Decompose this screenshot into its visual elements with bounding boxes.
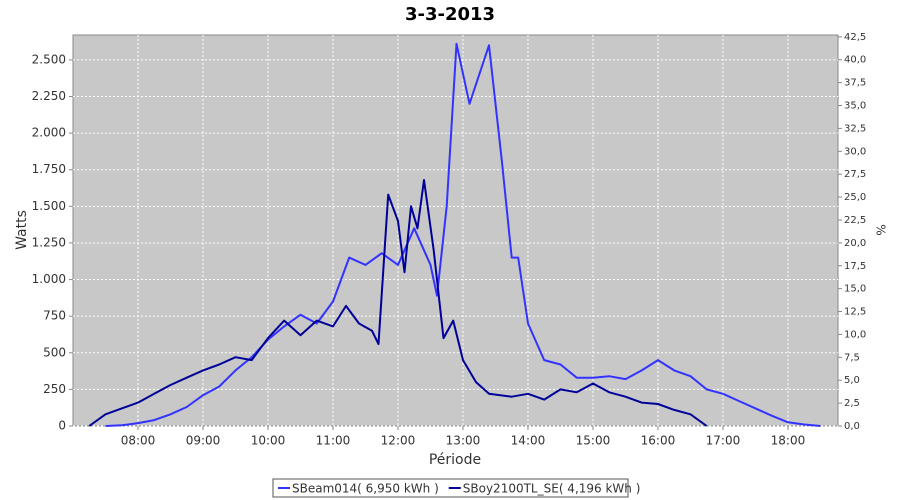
- y2-tick-label: 10,0: [844, 329, 866, 340]
- y-tick-label: 500: [43, 345, 66, 359]
- y-tick-label: 1.500: [32, 199, 66, 213]
- y2-tick-label: 30,0: [844, 146, 866, 157]
- y2-tick-label: 22,5: [844, 215, 866, 226]
- y2-tick-label: 12,5: [844, 307, 866, 318]
- x-tick-label: 16:00: [641, 434, 676, 448]
- y-tick-label: 1.250: [32, 235, 66, 249]
- y2-tick-label: 15,0: [844, 284, 866, 295]
- x-tick-label: 09:00: [186, 434, 221, 448]
- y-tick-label: 1.000: [32, 272, 66, 286]
- x-tick-label: 14:00: [511, 434, 546, 448]
- y-tick-label: 750: [43, 309, 66, 323]
- y2-tick-label: 20,0: [844, 238, 866, 249]
- x-axis-label: Période: [429, 452, 481, 468]
- y2-tick-label: 2,5: [844, 398, 860, 409]
- legend-label: SBeam014( 6,950 kWh ): [292, 482, 439, 496]
- x-tick-label: 12:00: [381, 434, 416, 448]
- y2-tick-label: 17,5: [844, 261, 866, 272]
- y2-tick-label: 25,0: [844, 192, 866, 203]
- x-tick-label: 10:00: [251, 434, 286, 448]
- y-axis-label: Watts: [14, 210, 30, 250]
- y2-tick-label: 32,5: [844, 123, 866, 134]
- series-line: [105, 42, 821, 427]
- plot-area: [72, 34, 839, 427]
- y-tick-label: 2.500: [32, 52, 66, 66]
- x-tick-label: 13:00: [446, 434, 481, 448]
- y2-tick-label: 5,0: [844, 375, 860, 386]
- x-tick-label: 18:00: [771, 434, 806, 448]
- legend-label: SBoy2100TL_SE( 4,196 kWh ): [463, 482, 641, 496]
- y2-tick-label: 7,5: [844, 352, 860, 363]
- x-tick-label: 15:00: [576, 434, 611, 448]
- y2-tick-label: 0,0: [844, 421, 860, 432]
- y-tick-label: 250: [43, 382, 66, 396]
- y2-tick-label: 42,5: [844, 32, 866, 43]
- y2-tick-label: 40,0: [844, 55, 866, 66]
- y2-tick-label: 35,0: [844, 101, 866, 112]
- x-tick-label: 11:00: [316, 434, 351, 448]
- x-tick-label: 08:00: [121, 434, 156, 448]
- y2-tick-label: 37,5: [844, 78, 866, 89]
- x-tick-label: 17:00: [706, 434, 741, 448]
- y-tick-label: 0: [58, 419, 66, 433]
- y2-axis-label: %: [874, 224, 888, 235]
- y-tick-label: 2.250: [32, 89, 66, 103]
- chart-title: 3-3-2013: [405, 4, 495, 25]
- y-tick-label: 2.000: [32, 126, 66, 140]
- y-tick-label: 1.750: [32, 162, 66, 176]
- series-line: [88, 179, 708, 427]
- y2-tick-label: 27,5: [844, 169, 866, 180]
